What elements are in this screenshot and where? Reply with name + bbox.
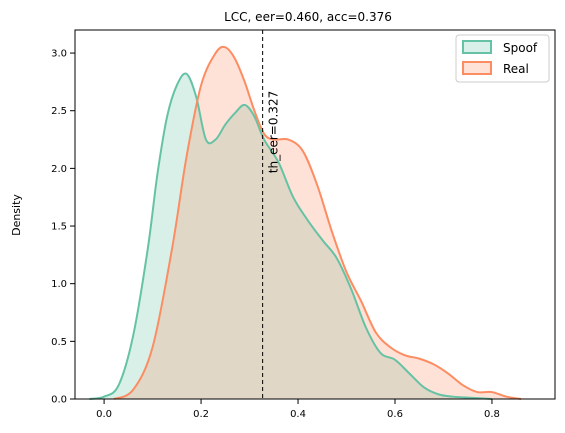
threshold-marker: th_eer=0.327 (262, 30, 281, 399)
x-axis: 0.0 0.2 0.4 0.6 0.8 (96, 399, 500, 420)
y-tick-label: 2.5 (51, 106, 67, 117)
x-tick-label: 0.2 (193, 409, 209, 420)
y-tick-label: 2.0 (51, 164, 67, 175)
x-tick-label: 0.8 (484, 409, 500, 420)
density-lines (89, 45, 522, 400)
plot-frame (74, 29, 556, 400)
density-areas (89, 46, 522, 400)
y-tick-label: 0.5 (51, 337, 67, 348)
y-tick-label: 1.0 (51, 279, 67, 290)
legend-swatch-real (462, 61, 492, 75)
legend: Spoof Real (455, 34, 550, 83)
legend-label-spoof: Spoof (503, 41, 538, 55)
chart-title: LCC, eer=0.460, acc=0.376 (224, 10, 392, 24)
y-tick-label: 0.0 (51, 395, 67, 406)
x-tick-label: 0.4 (290, 409, 306, 420)
x-tick-label: 0.6 (387, 409, 403, 420)
density-area-spoof (89, 73, 492, 400)
density-line-real (113, 45, 522, 400)
legend-swatch-spoof (462, 40, 492, 54)
x-tick-label: 0.0 (96, 409, 112, 420)
density-line-spoof (89, 72, 493, 400)
y-tick-label: 1.5 (51, 222, 67, 233)
threshold-label: th_eer=0.327 (267, 91, 281, 173)
y-axis-label: Density (10, 194, 23, 236)
y-tick-label: 3.0 (51, 49, 67, 60)
legend-label-real: Real (503, 62, 529, 76)
legend-box (455, 34, 550, 83)
density-area-real (113, 46, 522, 399)
y-axis: 0.0 0.5 1.0 1.5 2.0 2.5 3.0 (51, 49, 75, 406)
